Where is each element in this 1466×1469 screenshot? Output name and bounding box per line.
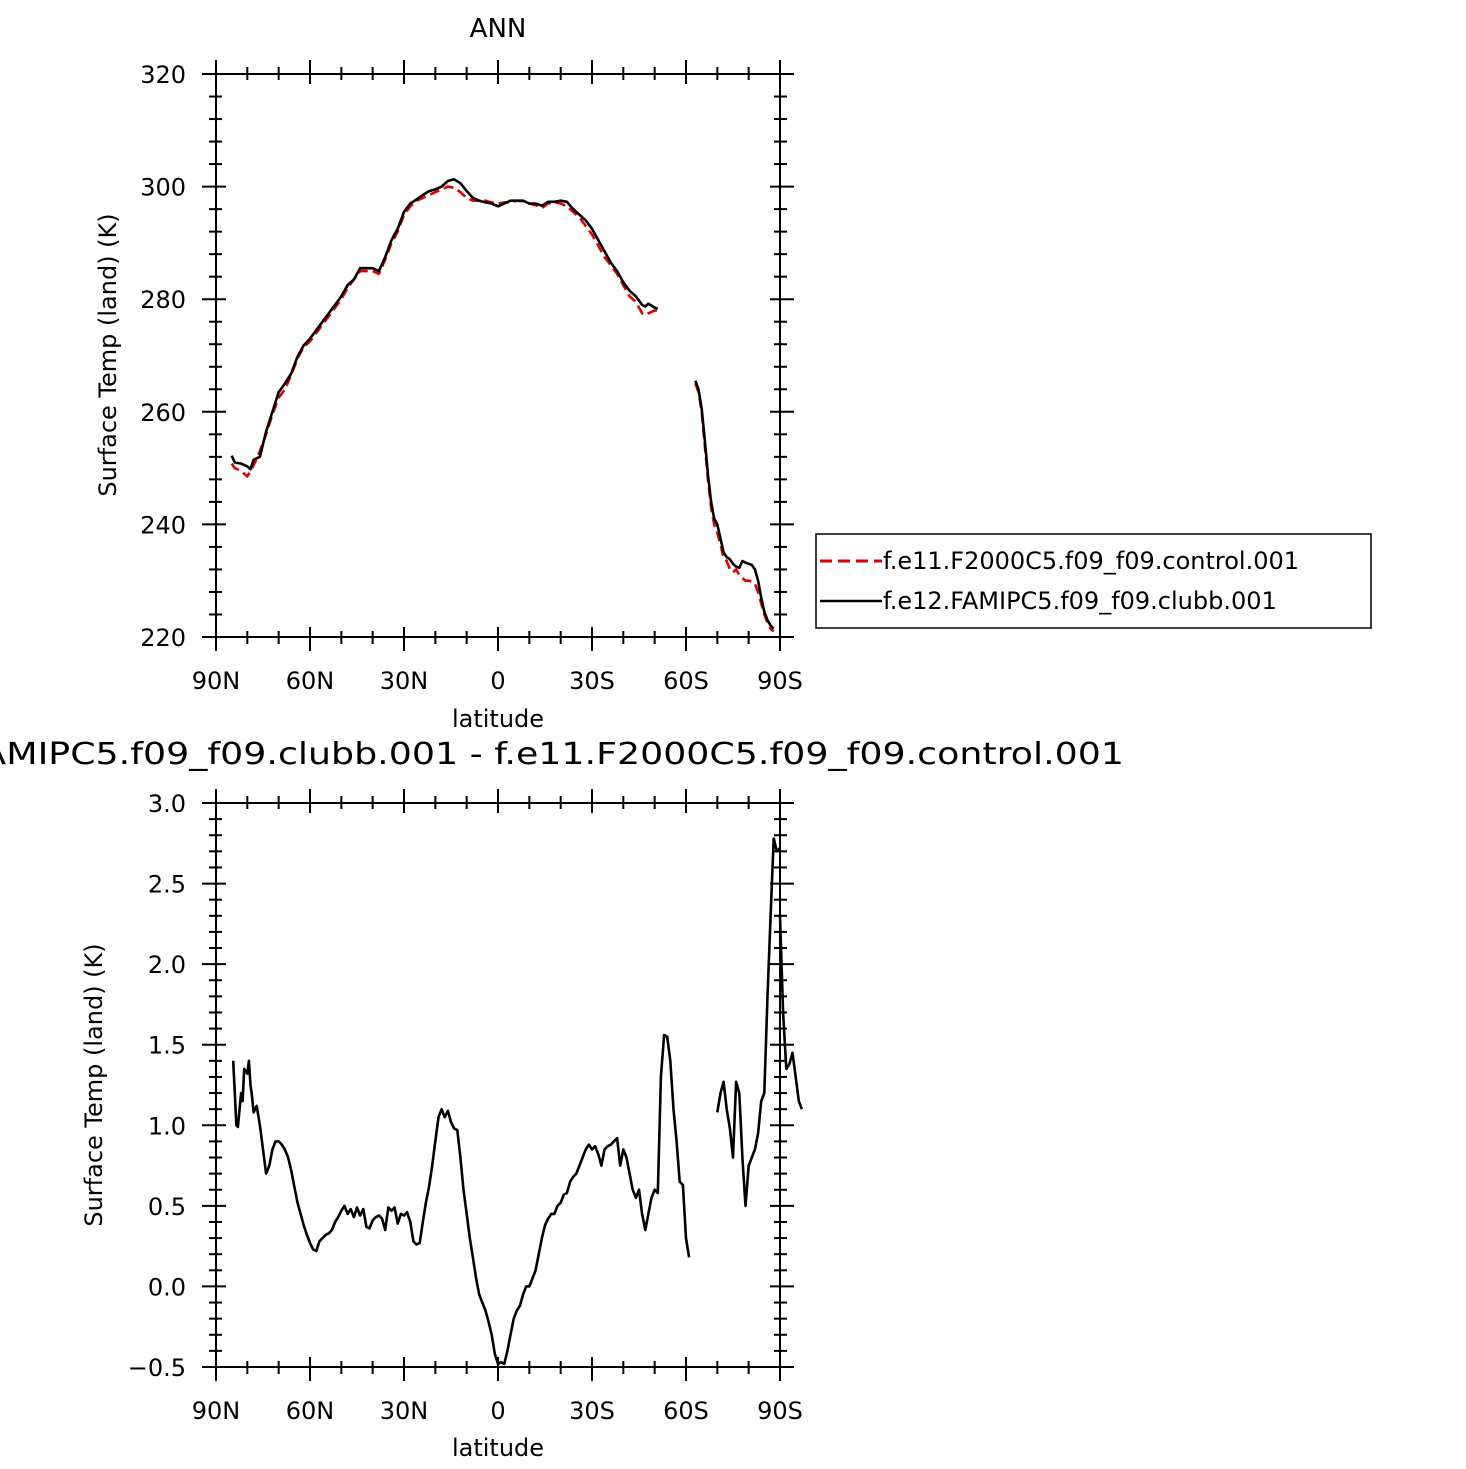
x-tick-label: 30S: [569, 667, 615, 695]
x-tick-label: 30N: [380, 667, 429, 695]
y-tick-label: −0.5: [128, 1354, 186, 1382]
top-chart-title: ANN: [470, 14, 527, 44]
bottom-chart-ylabel: Surface Temp (land) (K): [80, 943, 108, 1226]
x-tick-label: 60N: [286, 1397, 335, 1425]
x-tick-label: 90N: [192, 1397, 241, 1425]
x-tick-label: 0: [490, 667, 505, 695]
top-chart-ylabel: Surface Temp (land) (K): [94, 213, 122, 496]
series-line-0: [694, 383, 775, 633]
y-tick-label: 1.0: [148, 1112, 186, 1140]
series-line-0: [230, 185, 658, 478]
top-chart-lines: [230, 178, 775, 633]
y-tick-label: 240: [140, 511, 186, 539]
y-tick-label: 220: [140, 624, 186, 652]
x-tick-label: 0: [490, 1397, 505, 1425]
y-tick-label: 2.0: [148, 951, 186, 979]
bottom-chart-title: f.e12.FAMIPC5.f09_f09.clubb.001 - f.e11.…: [0, 737, 1124, 772]
y-tick-label: 260: [140, 399, 186, 427]
x-tick-label: 30S: [569, 1397, 615, 1425]
y-tick-label: 300: [140, 174, 186, 202]
bottom-chart-tick-labels: 90N 60N 30N 0 30S 60S 90S −0.5 0.0 0.5 1.0 1.5 2.0 2.…: [128, 790, 803, 1425]
legend: f.e11.F2000C5.f09_f09.control.001 f.e12.…: [815, 533, 1372, 629]
legend-label-control: f.e11.F2000C5.f09_f09.control.001: [883, 547, 1299, 575]
bottom-chart-ticks: [202, 789, 794, 1381]
y-tick-label: 320: [140, 61, 186, 89]
x-tick-label: 90N: [192, 667, 241, 695]
bottom-chart-frame: [215, 802, 781, 1368]
legend-box: [815, 533, 1372, 629]
x-tick-label: 30N: [380, 1397, 429, 1425]
y-tick-label: 2.5: [148, 871, 186, 899]
y-tick-label: 1.5: [148, 1032, 186, 1060]
x-tick-label: 90S: [757, 667, 803, 695]
top-chart-frame: [215, 73, 781, 638]
y-tick-label: 0.0: [148, 1273, 186, 1301]
legend-label-clubb: f.e12.FAMIPC5.f09_f09.clubb.001: [883, 587, 1277, 615]
bottom-chart: f.e12.FAMIPC5.f09_f09.clubb.001 - f.e11.…: [0, 737, 1124, 1462]
bottom-chart-lines: [231, 837, 804, 1366]
series-line-1: [694, 380, 775, 630]
x-tick-label: 60N: [286, 667, 335, 695]
x-tick-label: 60S: [663, 667, 709, 695]
series-line-1: [230, 178, 659, 471]
series-line-0: [778, 915, 804, 1110]
y-tick-label: 0.5: [148, 1193, 186, 1221]
series-line-0: [231, 1033, 691, 1366]
x-tick-label: 90S: [757, 1397, 803, 1425]
top-chart: ANN Surface Temp (land) (K) latitude 90N…: [94, 14, 803, 733]
top-chart-tick-labels: 90N 60N 30N 0 30S 60S 90S 220 240 260 280 300 320: [140, 61, 803, 695]
series-line-0: [716, 837, 781, 1208]
x-tick-label: 60S: [663, 1397, 709, 1425]
top-chart-xlabel: latitude: [452, 705, 544, 733]
top-chart-ticks: [202, 60, 794, 651]
y-tick-label: 3.0: [148, 790, 186, 818]
bottom-chart-xlabel: latitude: [452, 1434, 544, 1462]
y-tick-label: 280: [140, 286, 186, 314]
